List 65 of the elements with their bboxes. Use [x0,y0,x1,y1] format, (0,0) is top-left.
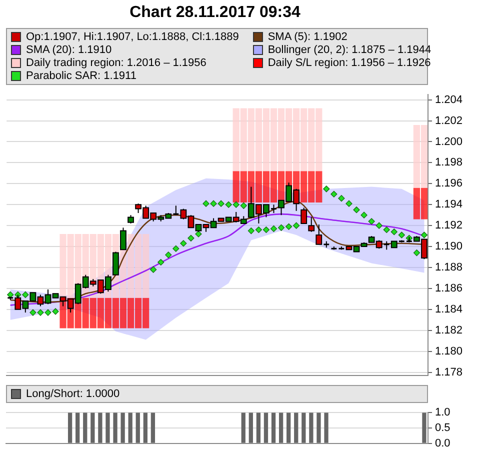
point [52,308,59,315]
y-tick-label: 1.184 [435,303,463,316]
y-tick-label: 1.202 [435,114,463,127]
point [165,252,172,258]
point [330,190,338,198]
point [218,200,224,207]
y-tick-label: 1.204 [435,94,463,106]
chart-title: Chart 28.11.2017 09:34 [128,4,302,22]
point [44,309,52,316]
legend-label: Daily S/L region: 1.1956 – 1.1926 [268,57,431,69]
y-tick-label: 1.188 [435,262,463,274]
point [255,226,262,234]
point [353,206,360,214]
point [293,222,300,229]
point [7,291,14,298]
point [323,186,330,192]
y-tick-label: 1.180 [435,345,463,358]
point [240,202,247,209]
point [398,232,405,238]
point [270,225,278,232]
point [262,226,270,234]
y-tick-label: 1.182 [435,324,463,336]
point [232,201,240,208]
y-tick-label: 0.0 [435,437,450,450]
y-tick-label: 1.200 [435,136,463,148]
point [30,309,36,316]
y-tick-label: 1.194 [435,198,463,211]
point [210,200,217,207]
point [413,250,420,256]
legend-label: Daily trading region: 1.2016 – 1.1956 [26,57,206,69]
legend-label: SMA (5): 1.1902 [268,31,348,43]
point [158,258,164,266]
point [37,309,44,316]
y-tick-label: 1.186 [435,282,463,294]
point [188,234,194,242]
legend-label: Bollinger (20, 2): 1.1875 – 1.1944 [268,44,432,56]
point [390,228,398,236]
point [195,230,202,238]
legend-label: Op:1.1907, Hi:1.1907, Lo:1.1888, Cl:1.1889 [26,31,239,43]
y-tick-label: 1.192 [435,220,463,232]
point [22,291,29,298]
legend-label: SMA (20): 1.1910 [26,44,112,56]
point [383,226,390,234]
y-tick-label: 1.190 [435,240,463,253]
y-tick-label: 1.196 [435,178,463,190]
point [368,218,375,225]
y-tick-label: 1.0 [435,406,450,419]
point [248,228,254,234]
point [338,195,345,202]
point [420,232,428,238]
y-tick-label: 1.178 [435,366,463,378]
y-tick-label: 0.5 [435,422,450,434]
point [202,200,210,207]
point [285,223,292,230]
point [360,212,368,218]
point [180,240,187,247]
point [346,200,352,207]
point [225,201,232,208]
legend-label: Long/Short: 1.0000 [26,388,120,400]
point [150,266,157,273]
y-tick-label: 1.198 [435,156,463,169]
point [172,245,180,252]
legend-label: Parabolic SAR: 1.1911 [26,70,136,82]
point [278,224,285,231]
point [376,222,382,229]
